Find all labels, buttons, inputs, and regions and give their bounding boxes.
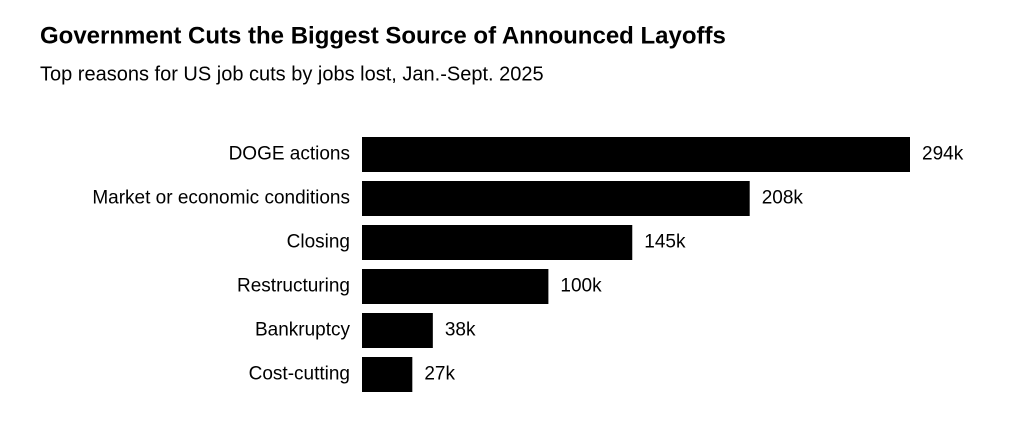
chart-title: Government Cuts the Biggest Source of An…	[40, 22, 726, 49]
bar	[362, 357, 413, 392]
category-label: DOGE actions	[229, 144, 350, 165]
category-label: Restructuring	[237, 276, 350, 297]
bar	[362, 225, 633, 260]
value-label: 145k	[644, 232, 686, 253]
bar	[362, 181, 750, 216]
value-label: 100k	[560, 276, 602, 297]
category-label: Cost-cutting	[249, 364, 350, 385]
chart-subtitle: Top reasons for US job cuts by jobs lost…	[40, 63, 544, 85]
category-label: Closing	[287, 232, 350, 253]
value-label: 208k	[762, 188, 804, 209]
bar	[362, 137, 910, 172]
category-label: Bankruptcy	[255, 320, 351, 341]
bar	[362, 269, 549, 304]
value-label: 294k	[922, 144, 964, 165]
value-label: 38k	[445, 320, 476, 341]
category-label: Market or economic conditions	[92, 188, 350, 209]
value-label: 27k	[424, 364, 455, 385]
bar	[362, 313, 433, 348]
